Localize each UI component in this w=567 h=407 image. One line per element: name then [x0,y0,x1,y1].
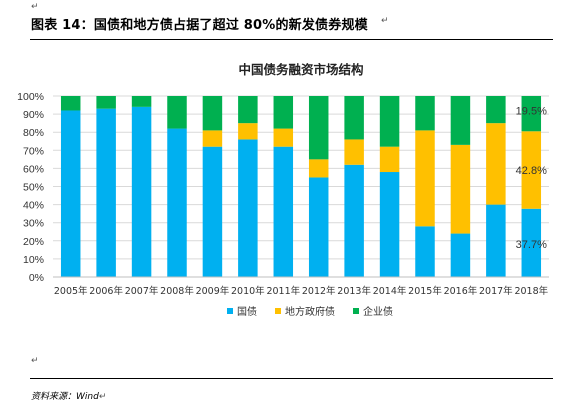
bar-地方政府债 [238,123,258,140]
x-tick-label: 2006年 [89,285,123,297]
x-tick-label: 2007年 [125,285,159,297]
heading-rule [30,39,553,40]
x-tick-label: 2018年 [514,285,548,297]
legend-label: 地方政府债 [285,305,335,318]
bar-企业债 [521,96,542,132]
bar-企业债 [238,96,258,124]
bar-国债 [60,110,81,277]
bar-国债 [450,233,471,277]
legend-label: 企业债 [363,305,393,318]
legend-swatch [353,308,359,314]
y-tick-label: 40% [23,200,44,212]
source-note: 资料来源：Wind↵ [31,389,106,402]
bar-企业债 [379,96,400,147]
y-tick-label: 80% [23,127,44,139]
y-tick-label: 0% [29,272,44,284]
legend-swatch [275,308,281,314]
return-mark: ↵ [31,356,39,366]
bar-企业债 [202,96,223,131]
bar-企业债 [273,96,294,129]
y-tick-label: 70% [23,145,44,157]
bar-地方政府债 [273,128,294,147]
bar-企业债 [131,96,152,107]
bar-地方政府债 [202,130,223,147]
bar-企业债 [450,96,471,145]
legend-swatch [227,308,233,314]
x-tick-label: 2009年 [196,285,230,297]
bar-地方政府债 [521,131,542,209]
bar-国债 [415,226,435,277]
bar-国债 [379,172,400,277]
bar-国债 [308,177,329,277]
y-tick-label: 60% [23,163,44,175]
bar-国债 [344,164,364,277]
bar-地方政府债 [415,130,435,227]
x-tick-label: 2005年 [54,285,88,297]
bar-国债 [96,108,116,277]
return-mark: ↵ [98,392,107,402]
return-mark: ↵ [381,16,389,26]
bar-地方政府债 [308,159,329,178]
x-tick-label: 2017年 [479,285,513,297]
source-rule [30,378,553,379]
bar-地方政府债 [379,146,400,173]
bar-国债 [238,139,258,277]
bar-企业债 [308,96,329,160]
source-text: 资料来源：Wind [31,392,99,402]
y-tick-label: 50% [23,182,44,194]
data-label: 37.7% [516,239,547,251]
x-tick-label: 2011年 [266,285,300,297]
x-tick-label: 2014年 [373,285,407,297]
bar-国债 [486,204,506,277]
y-tick-label: 10% [23,254,44,266]
bar-企业债 [167,96,187,129]
chart-title: 中国债务融资市场结构 [238,62,363,77]
bar-国债 [273,146,294,277]
figure-heading: 图表 14：国债和地方债占据了超过 80%的新发债券规模 [31,18,368,33]
data-label: 42.8% [516,165,547,177]
y-tick-label: 30% [23,218,44,230]
bar-国债 [521,208,542,277]
bar-国债 [167,128,187,277]
bar-企业债 [60,96,81,111]
y-tick-label: 20% [23,236,44,248]
x-tick-label: 2012年 [302,285,336,297]
bar-企业债 [344,96,364,140]
bar-地方政府债 [450,144,471,234]
bar-地方政府债 [486,123,506,205]
return-mark: ↵ [31,2,39,12]
x-tick-label: 2016年 [444,285,478,297]
x-tick-label: 2008年 [160,285,194,297]
bar-国债 [202,146,223,277]
bar-企业债 [415,96,435,131]
x-tick-label: 2013年 [337,285,371,297]
y-tick-label: 100% [17,91,44,103]
bar-企业债 [486,96,506,124]
x-tick-label: 2015年 [408,285,442,297]
x-tick-label: 2010年 [231,285,265,297]
bar-企业债 [96,96,116,109]
y-tick-label: 90% [23,109,44,121]
legend-label: 国债 [237,305,257,318]
bar-地方政府债 [344,139,364,165]
bar-国债 [131,106,152,277]
data-label: 19.5% [516,106,547,118]
